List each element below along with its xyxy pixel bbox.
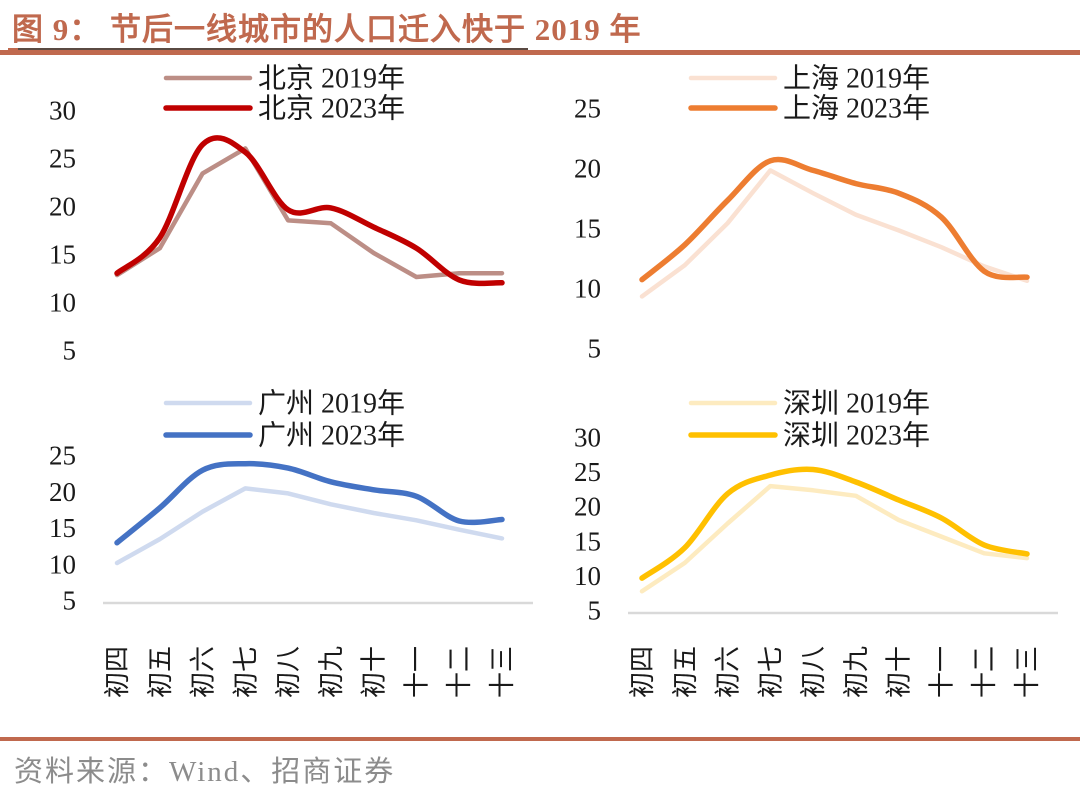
y-tick-label: 20 — [49, 192, 76, 222]
legend-label-2019: 深圳 2019年 — [783, 388, 930, 420]
chart-shanghai: 25 20 15 10 5 上海 2019年 上海 2023年 — [555, 60, 1080, 390]
x-tick-label: 初十 — [360, 646, 389, 698]
x-tick-label: 初六 — [189, 646, 218, 698]
series-line-2019 — [114, 146, 505, 280]
x-tick-label: 初八 — [274, 646, 303, 698]
y-tick-label: 5 — [63, 586, 77, 616]
y-tick-label: 10 — [574, 274, 601, 304]
x-tick-label: 初九 — [842, 646, 871, 698]
y-axis-ticks: 25 20 15 10 5 — [574, 94, 601, 364]
y-tick-label: 10 — [49, 288, 76, 318]
y-tick-label: 25 — [49, 441, 76, 471]
x-tick-label: 十二 — [445, 646, 474, 698]
figure-title: 图 9： 节后一线城市的人口迁入快于 2019 年 — [12, 12, 642, 47]
y-tick-label: 20 — [49, 477, 76, 507]
y-tick-label: 5 — [63, 336, 77, 366]
y-tick-label: 5 — [588, 334, 602, 364]
x-tick-label: 初五 — [146, 646, 175, 698]
y-tick-label: 15 — [49, 513, 76, 543]
x-tick-label: 初七 — [231, 646, 260, 698]
x-tick-label: 初六 — [714, 646, 743, 698]
series-line-2023 — [639, 466, 1030, 581]
source-note: 资料来源：Wind、招商证券 — [14, 756, 396, 786]
x-tick-label: 初五 — [671, 646, 700, 698]
x-tick-label: 十一 — [927, 646, 956, 698]
x-tick-label: 十三 — [488, 646, 517, 698]
y-tick-label: 20 — [574, 492, 601, 522]
series-line-2023 — [114, 135, 505, 287]
x-tick-label: 十三 — [1013, 646, 1042, 698]
y-tick-label: 15 — [574, 526, 601, 556]
series-line-2019 — [114, 486, 505, 566]
legend-label-2019: 广州 2019年 — [258, 388, 405, 420]
series-line-2019 — [639, 168, 1030, 299]
legend-label-2019: 上海 2019年 — [783, 63, 930, 95]
title-divider-dark-segment — [18, 48, 528, 50]
x-tick-label: 十一 — [402, 646, 431, 698]
x-tick-label: 初七 — [756, 646, 785, 698]
y-tick-label: 25 — [574, 457, 601, 487]
legend-label-2019: 北京 2019年 — [258, 63, 405, 95]
y-tick-label: 15 — [574, 214, 601, 244]
legend-label-2023: 北京 2023年 — [258, 93, 405, 125]
legend-label-2023: 上海 2023年 — [783, 93, 930, 125]
legend-label-2023: 深圳 2023年 — [783, 420, 930, 452]
chart-beijing: 30 25 20 15 10 5 北京 2019年 北京 2023年 — [30, 60, 555, 390]
y-tick-label: 10 — [574, 561, 601, 591]
y-tick-label: 5 — [588, 596, 602, 626]
title-divider-main-segment — [0, 50, 1080, 55]
chart-canvas-shenzhen: 30 25 20 15 10 5 初四 初五 初六 初七 初八 初九 初十 十一 十二 十三 深圳 2019年深… — [574, 388, 1058, 698]
series-line-2023 — [114, 460, 505, 546]
y-axis-ticks: 30 25 20 15 10 5 — [49, 96, 76, 366]
y-tick-label: 25 — [574, 94, 601, 124]
chart-canvas-guangzhou: 25 20 15 10 5 初四 初五 初六 初七 初八 初九 初十 十一 十二 十三 广州 2019年广州 … — [49, 388, 533, 698]
legend-label-2023: 广州 2023年 — [258, 420, 405, 452]
x-tick-label: 初四 — [628, 646, 657, 698]
x-axis-labels: 初四 初五 初六 初七 初八 初九 初十 十一 十二 十三 — [103, 646, 517, 698]
chart-shenzhen: 30 25 20 15 10 5 初四 初五 初六 初七 初八 初九 初十 十一 十二 十三 深圳 2019年深… — [555, 385, 1080, 715]
x-tick-label: 初十 — [885, 646, 914, 698]
y-tick-label: 30 — [49, 96, 76, 126]
y-axis-ticks: 25 20 15 10 5 — [49, 441, 76, 616]
title-divider — [0, 48, 1080, 56]
series-line-2023 — [639, 156, 1030, 283]
y-tick-label: 20 — [574, 154, 601, 184]
y-tick-label: 15 — [49, 240, 76, 270]
x-tick-label: 初九 — [317, 646, 346, 698]
series-line-2019 — [639, 483, 1030, 594]
y-tick-label: 30 — [574, 423, 601, 453]
x-tick-label: 初四 — [103, 646, 132, 698]
x-axis-labels: 初四 初五 初六 初七 初八 初九 初十 十一 十二 十三 — [628, 646, 1042, 698]
y-tick-label: 10 — [49, 549, 76, 579]
chart-guangzhou: 25 20 15 10 5 初四 初五 初六 初七 初八 初九 初十 十一 十二 十三 广州 2019年 广州 … — [30, 385, 555, 715]
y-tick-label: 25 — [49, 144, 76, 174]
x-tick-label: 十二 — [970, 646, 999, 698]
y-axis-ticks: 30 25 20 15 10 5 — [574, 423, 601, 626]
footer-divider — [0, 737, 1080, 741]
x-tick-label: 初八 — [799, 646, 828, 698]
